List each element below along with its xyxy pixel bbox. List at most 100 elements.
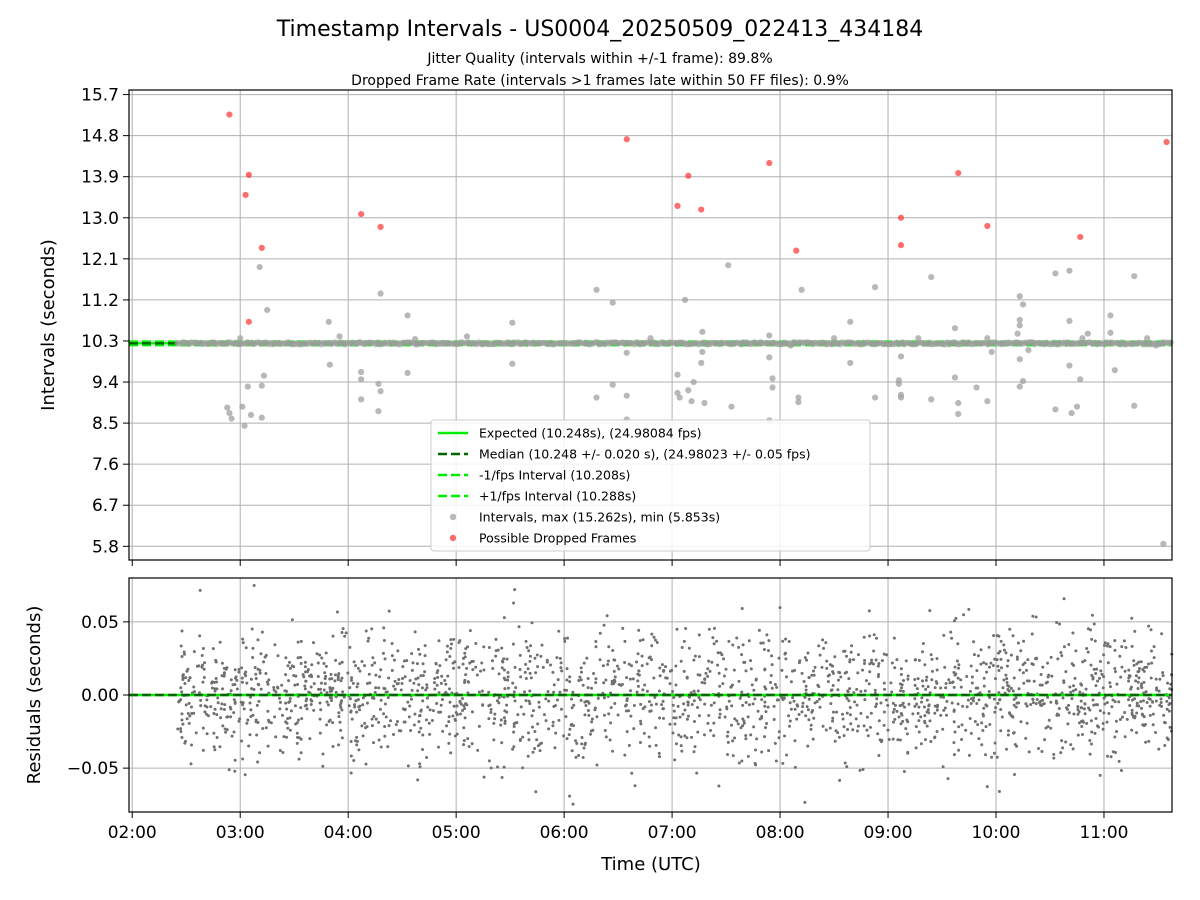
residual-point	[818, 705, 822, 709]
residual-point	[579, 698, 583, 702]
residual-point	[308, 737, 312, 741]
residual-point	[536, 722, 540, 726]
interval-point	[463, 333, 471, 340]
residual-point	[344, 631, 348, 635]
residual-point	[594, 681, 598, 685]
interval-point	[355, 339, 363, 346]
residual-point	[1140, 712, 1144, 716]
residual-point	[248, 733, 252, 737]
interval-point	[593, 394, 600, 401]
residual-point	[1038, 683, 1042, 687]
residual-point	[627, 743, 631, 747]
residual-point	[741, 703, 745, 707]
residual-point	[677, 733, 681, 737]
residual-point	[187, 701, 191, 705]
residual-point	[1011, 689, 1015, 693]
residual-point	[679, 735, 683, 739]
residual-point	[613, 658, 617, 662]
residual-point	[1134, 674, 1138, 678]
residual-point	[967, 607, 971, 611]
residual-point	[1163, 721, 1167, 725]
residual-point	[1044, 681, 1048, 685]
residual-point	[972, 653, 976, 657]
residual-point	[754, 677, 758, 681]
dropped-frame-point	[358, 211, 365, 218]
residual-point	[1094, 672, 1098, 676]
residual-point	[787, 714, 791, 718]
residual-point	[417, 720, 421, 724]
residual-point	[637, 628, 641, 632]
residual-point	[726, 730, 730, 734]
residual-point	[1135, 711, 1139, 715]
residual-point	[906, 674, 910, 678]
residual-point	[882, 723, 886, 727]
residual-point	[474, 642, 478, 646]
residual-point	[460, 697, 464, 701]
residual-point	[356, 666, 360, 670]
residual-point	[284, 656, 288, 660]
interval-point	[239, 403, 246, 410]
residual-point	[440, 674, 444, 678]
residual-point	[185, 717, 189, 721]
residual-point	[428, 708, 432, 712]
residual-point	[688, 695, 692, 699]
residual-point	[407, 715, 411, 719]
residual-point	[582, 746, 586, 750]
legend-dropped-swatch	[449, 534, 457, 542]
interval-point	[915, 335, 922, 342]
residual-point	[503, 721, 507, 725]
residual-point	[924, 687, 928, 691]
residual-point	[1137, 660, 1141, 664]
residual-point	[935, 657, 939, 661]
residual-point	[551, 724, 555, 728]
residual-point	[870, 658, 874, 662]
residual-point	[837, 670, 841, 674]
residual-point	[1168, 687, 1172, 691]
residual-point	[777, 736, 781, 740]
residual-point	[349, 739, 353, 743]
residual-point	[749, 733, 753, 737]
residual-point	[582, 661, 586, 665]
residual-point	[558, 690, 562, 694]
interval-point	[1016, 356, 1023, 363]
residual-point	[641, 688, 645, 692]
interval-point	[955, 399, 962, 407]
residual-point	[964, 728, 968, 732]
residual-point	[1004, 651, 1008, 655]
residual-point	[438, 664, 442, 668]
residual-point	[636, 684, 640, 688]
residual-point	[1012, 773, 1016, 777]
residual-point	[348, 645, 352, 649]
residual-point	[250, 687, 254, 691]
residual-point	[254, 720, 258, 724]
residual-point	[788, 701, 792, 705]
residual-point	[684, 626, 688, 630]
residual-point	[604, 735, 608, 739]
residual-point	[1110, 705, 1114, 709]
residual-point	[868, 725, 872, 729]
residual-point	[982, 676, 986, 680]
residual-point	[1102, 644, 1106, 648]
residual-point	[855, 703, 859, 707]
interval-point	[375, 408, 382, 415]
residual-point	[1008, 712, 1012, 716]
residual-point	[1109, 755, 1113, 759]
residual-point	[430, 719, 434, 723]
residual-point	[774, 759, 778, 763]
residual-point	[637, 669, 641, 673]
residual-point	[476, 748, 480, 752]
residual-point	[720, 653, 724, 657]
intervals-panel: 5.86.77.68.59.410.311.212.113.013.914.81…	[38, 86, 1174, 566]
residual-point	[718, 684, 722, 688]
residual-point	[287, 679, 291, 683]
residual-point	[716, 651, 720, 655]
residual-point	[843, 761, 847, 765]
residual-point	[572, 724, 576, 728]
residual-point	[610, 682, 614, 686]
residual-point	[812, 669, 816, 673]
residual-point	[650, 632, 654, 636]
residual-point	[1083, 712, 1087, 716]
residual-point	[836, 678, 840, 682]
residual-point	[285, 735, 289, 739]
residual-point	[393, 679, 397, 683]
